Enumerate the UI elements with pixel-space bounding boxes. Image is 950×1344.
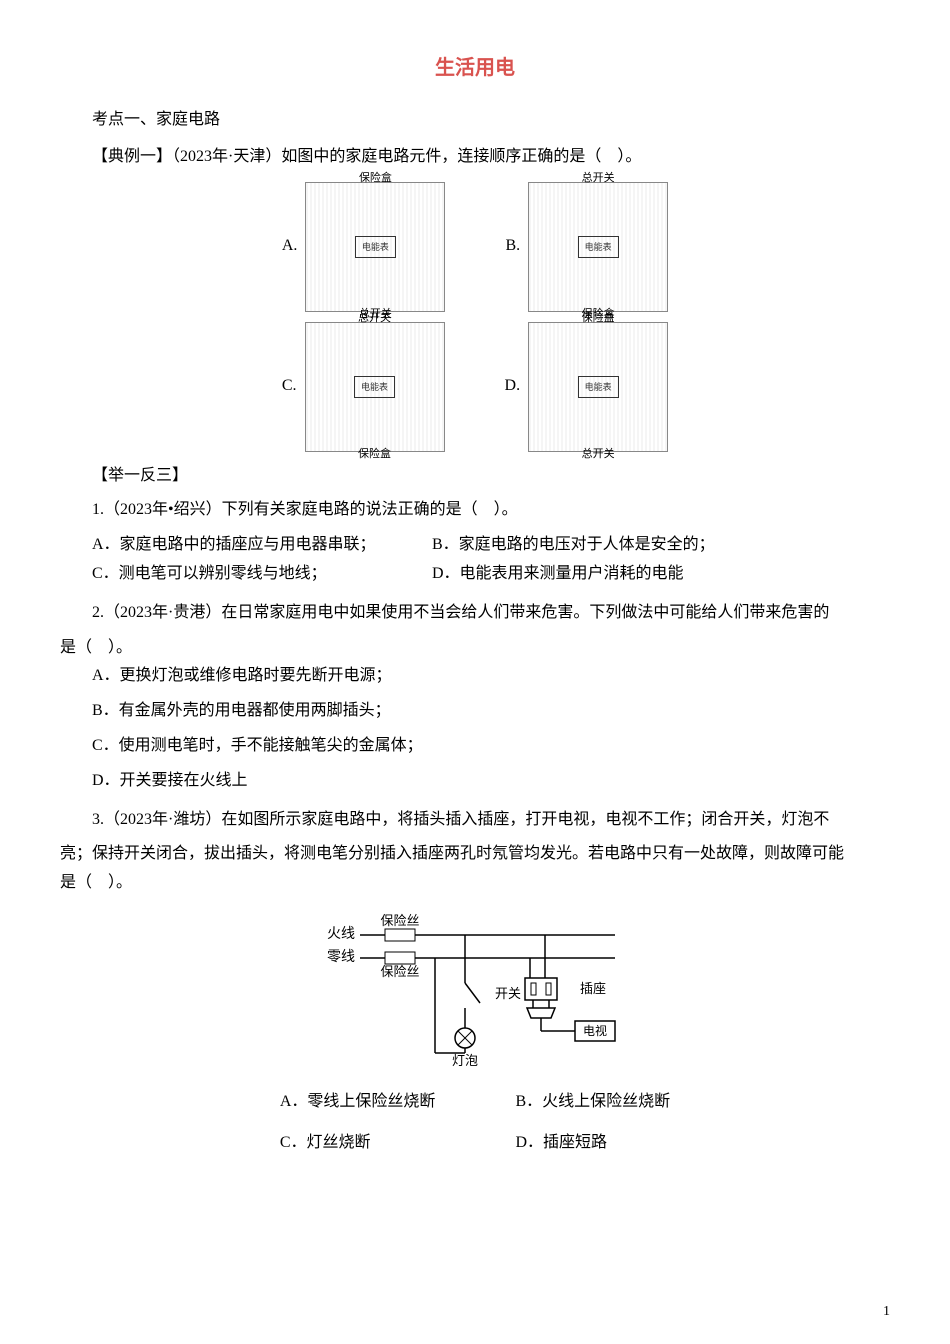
meter-label: 电能表 [355,236,396,258]
question-3: 3.（2023年·潍坊）在如图所示家庭电路中，将插头插入插座，打开电视，电视不工… [60,806,890,1158]
circuit-row-1: A. 保险盒 电能表 总开关 B. 总开关 电能表 保险盒 [60,182,890,312]
circuit-A-diagram: 保险盒 电能表 总开关 [305,182,445,312]
q3-stem-line2: 亮；保持开关闭合，拔出插头，将测电笔分别插入插座两孔时氖管均发光。若电路中只有一… [60,840,890,869]
q3-circuit-diagram: 火线 保险丝 零线 保险丝 开关 灯泡 [315,913,635,1073]
q3-option-A: A．零线上保险丝烧断 [280,1088,436,1117]
meter-label: 电能表 [578,376,619,398]
q2-option-A: A．更换灯泡或维修电路时要先断开电源； [60,662,890,691]
q3-stem-line1: 3.（2023年·潍坊）在如图所示家庭电路中，将插头插入插座，打开电视，电视不工… [60,806,890,835]
q1-option-C: C．测电笔可以辨别零线与地线； [60,560,400,589]
circuit-C-top-label: 总开关 [358,309,391,329]
q3-stem-line3: 是（ ）。 [60,869,890,898]
q2-stem-cont: 是（ ）。 [60,634,890,663]
svg-fire-label: 火线 [327,926,355,942]
option-C-label: C. [282,372,297,401]
option-C-group: C. 总开关 电能表 保险盒 [282,322,445,452]
q3-options-grid: A．零线上保险丝烧断 C．灯丝烧断 B．火线上保险丝烧断 D．插座短路 [60,1088,890,1158]
svg-socket-label: 插座 [580,981,606,996]
circuit-C-bottom-label: 保险盒 [358,445,391,465]
q1-option-D: D．电能表用来测量用户消耗的电能 [400,560,684,589]
meter-label: 电能表 [354,376,395,398]
variation-heading: 【举一反三】 [60,462,890,491]
q1-stem: 1.（2023年•绍兴）下列有关家庭电路的说法正确的是（ ）。 [60,496,890,525]
circuit-D-bottom-label: 总开关 [582,445,615,465]
q1-option-A: A．家庭电路中的插座应与用电器串联； [60,531,400,560]
page-number: 1 [883,1299,890,1324]
circuit-D-middle: 电能表 [576,374,621,400]
svg-switch-label: 开关 [495,986,521,1001]
meter-label: 电能表 [578,236,619,258]
svg-fuse-label-2: 保险丝 [380,964,419,979]
option-A-label: A. [282,232,298,261]
q3-options-left-col: A．零线上保险丝烧断 C．灯丝烧断 [280,1088,436,1158]
q3-option-B: B．火线上保险丝烧断 [515,1088,670,1117]
document-title: 生活用电 [60,50,890,86]
q1-option-B: B．家庭电路的电压对于人体是安全的； [400,531,715,560]
svg-bulb-label: 灯泡 [452,1053,478,1068]
question-1: 1.（2023年•绍兴）下列有关家庭电路的说法正确的是（ ）。 A．家庭电路中的… [60,496,890,588]
circuit-D-top-label: 保险盒 [582,309,615,329]
section-heading: 考点一、家庭电路 [60,106,890,135]
q3-options-right-col: B．火线上保险丝烧断 D．插座短路 [515,1088,670,1158]
svg-tv-label: 电视 [583,1023,607,1038]
option-B-label: B. [505,232,520,261]
circuit-A-middle: 电能表 [353,234,398,260]
option-D-group: D. 保险盒 电能表 总开关 [505,322,669,452]
q1-options-ab: A．家庭电路中的插座应与用电器串联； B．家庭电路的电压对于人体是安全的； [60,531,890,560]
circuit-B-top-label: 总开关 [582,169,615,189]
circuit-B-diagram: 总开关 电能表 保险盒 [528,182,668,312]
q3-option-C: C．灯丝烧断 [280,1129,436,1158]
q2-option-B: B．有金属外壳的用电器都使用两脚插头； [60,697,890,726]
q1-options-cd: C．测电笔可以辨别零线与地线； D．电能表用来测量用户消耗的电能 [60,560,890,589]
circuit-A-top-label: 保险盒 [359,169,392,189]
q3-option-D: D．插座短路 [515,1129,670,1158]
svg-fuse-label-1: 保险丝 [380,913,419,928]
svg-neutral-label: 零线 [327,949,355,965]
circuit-C-middle: 电能表 [352,374,397,400]
q2-option-C: C．使用测电笔时，手不能接触笔尖的金属体； [60,732,890,761]
q2-option-D: D．开关要接在火线上 [60,767,890,796]
example-1-stem: 【典例一】（2023年·天津）如图中的家庭电路元件，连接顺序正确的是（ ）。 [60,143,890,172]
circuit-C-diagram: 总开关 电能表 保险盒 [305,322,445,452]
circuit-B-middle: 电能表 [576,234,621,260]
q2-stem: 2.（2023年·贵港）在日常家庭用电中如果使用不当会给人们带来危害。下列做法中… [60,599,890,628]
circuit-row-2: C. 总开关 电能表 保险盒 D. 保险盒 电能表 总开关 [60,322,890,452]
option-A-group: A. 保险盒 电能表 总开关 [282,182,446,312]
option-B-group: B. 总开关 电能表 保险盒 [505,182,668,312]
circuit-D-diagram: 保险盒 电能表 总开关 [528,322,668,452]
question-2: 2.（2023年·贵港）在日常家庭用电中如果使用不当会给人们带来危害。下列做法中… [60,599,890,796]
option-D-label: D. [505,372,521,401]
